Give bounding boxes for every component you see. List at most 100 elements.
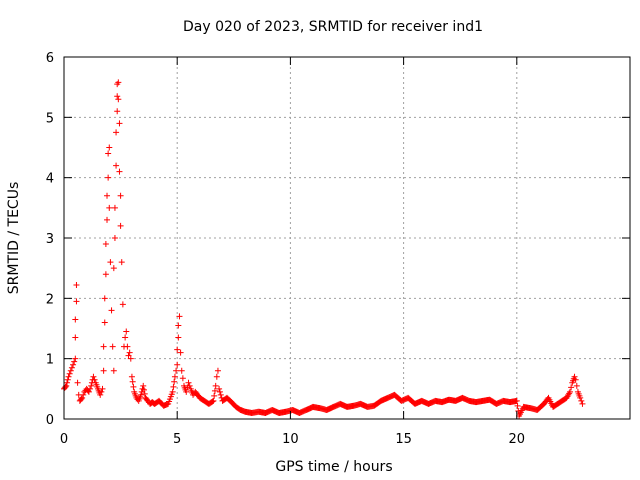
axis-ticks: 0 1 2 3 4 5 6 0 5 10 15 20 bbox=[46, 51, 630, 447]
data-point bbox=[106, 144, 113, 151]
data-point bbox=[183, 388, 190, 395]
data-point bbox=[114, 93, 121, 100]
x-tick-label: 20 bbox=[509, 432, 526, 447]
data-point bbox=[97, 391, 104, 398]
data-point bbox=[137, 391, 144, 398]
x-axis-label: GPS time / hours bbox=[275, 459, 392, 475]
data-point bbox=[513, 397, 520, 404]
data-point bbox=[170, 383, 177, 390]
data-point bbox=[71, 358, 78, 365]
data-point bbox=[91, 376, 98, 383]
data-point bbox=[66, 370, 73, 377]
y-tick-label: 6 bbox=[46, 51, 54, 66]
data-points bbox=[61, 79, 586, 419]
data-point bbox=[126, 349, 133, 356]
data-point bbox=[216, 388, 223, 395]
data-point bbox=[101, 295, 108, 302]
data-point bbox=[107, 259, 114, 266]
x-tick-label: 10 bbox=[282, 432, 299, 447]
data-point bbox=[211, 392, 218, 399]
data-point bbox=[141, 390, 148, 397]
x-tick-label: 15 bbox=[395, 432, 412, 447]
data-point bbox=[212, 382, 219, 389]
data-point bbox=[73, 298, 80, 305]
data-point bbox=[115, 96, 122, 103]
data-point bbox=[115, 79, 122, 86]
data-point bbox=[217, 391, 224, 398]
data-point bbox=[90, 373, 97, 380]
data-point bbox=[211, 387, 218, 394]
data-point bbox=[111, 204, 118, 211]
data-point bbox=[213, 373, 220, 380]
data-point bbox=[101, 319, 108, 326]
data-point bbox=[127, 355, 134, 362]
data-point bbox=[114, 108, 121, 115]
data-point bbox=[65, 373, 72, 380]
data-point bbox=[72, 334, 79, 341]
data-point bbox=[567, 388, 574, 395]
data-point bbox=[104, 216, 111, 223]
data-point bbox=[124, 343, 131, 350]
grid bbox=[64, 57, 630, 419]
y-tick-label: 5 bbox=[46, 111, 54, 126]
y-axis-label: SRMTID / TECUs bbox=[6, 182, 22, 295]
data-point bbox=[72, 316, 79, 323]
data-point bbox=[122, 334, 129, 341]
data-point bbox=[100, 367, 107, 374]
data-point bbox=[117, 192, 124, 199]
data-point bbox=[116, 168, 123, 175]
data-point bbox=[572, 376, 579, 383]
data-point bbox=[175, 334, 182, 341]
data-point bbox=[125, 352, 132, 359]
data-point bbox=[577, 394, 584, 401]
data-point bbox=[106, 204, 113, 211]
data-point bbox=[571, 373, 578, 380]
data-point bbox=[174, 361, 181, 368]
data-point bbox=[210, 397, 217, 404]
data-point bbox=[87, 385, 94, 392]
data-point bbox=[171, 378, 178, 385]
chart-title: Day 020 of 2023, SRMTID for receiver ind… bbox=[183, 19, 483, 35]
data-point bbox=[129, 378, 136, 385]
data-point bbox=[578, 397, 585, 404]
y-tick-label: 4 bbox=[46, 172, 54, 187]
data-point bbox=[568, 384, 575, 391]
data-point bbox=[109, 343, 116, 350]
data-point bbox=[70, 361, 77, 368]
x-tick-label: 0 bbox=[60, 432, 68, 447]
data-point bbox=[175, 322, 182, 329]
data-point bbox=[178, 367, 185, 374]
data-point bbox=[176, 313, 183, 320]
data-point bbox=[64, 379, 71, 386]
data-point bbox=[113, 162, 120, 169]
data-point bbox=[216, 385, 223, 392]
data-point bbox=[73, 282, 80, 289]
y-tick-label: 2 bbox=[46, 292, 54, 307]
data-point bbox=[116, 120, 123, 127]
data-point bbox=[123, 328, 130, 335]
data-point bbox=[68, 364, 75, 371]
data-point bbox=[140, 382, 147, 389]
data-point bbox=[186, 382, 193, 389]
data-point bbox=[119, 301, 126, 308]
data-point bbox=[88, 382, 95, 389]
data-point bbox=[130, 383, 137, 390]
data-point bbox=[209, 398, 216, 405]
data-point bbox=[102, 271, 109, 278]
data-point bbox=[177, 349, 184, 356]
data-point bbox=[117, 222, 124, 229]
data-point bbox=[67, 367, 74, 374]
data-point bbox=[579, 400, 586, 407]
data-point bbox=[514, 402, 521, 409]
y-tick-label: 1 bbox=[46, 353, 54, 368]
data-point bbox=[169, 388, 176, 395]
y-tick-label: 3 bbox=[46, 232, 54, 247]
data-point bbox=[105, 174, 112, 181]
data-point bbox=[100, 343, 107, 350]
data-point bbox=[108, 307, 115, 314]
data-point bbox=[140, 386, 147, 393]
data-point bbox=[214, 367, 221, 374]
data-point bbox=[80, 391, 87, 398]
data-point bbox=[128, 373, 135, 380]
